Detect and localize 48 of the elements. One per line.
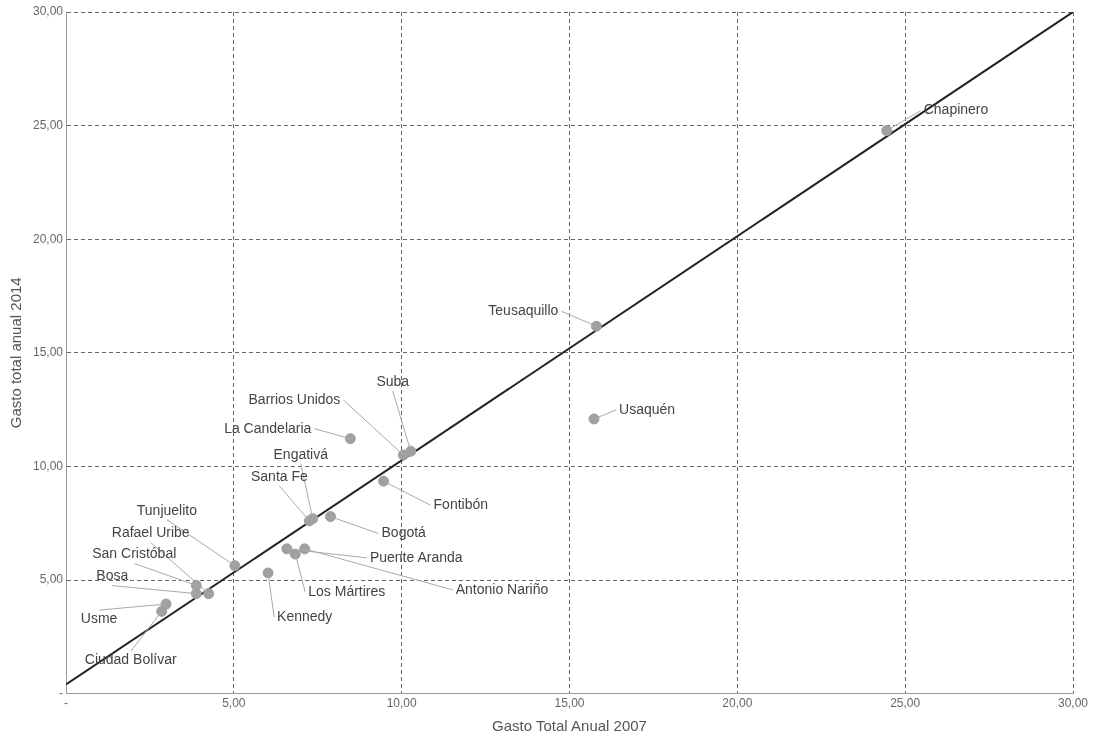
y-tick-label: 20,00: [33, 231, 64, 246]
annotation: Barrios Unidos: [248, 390, 341, 407]
annotation: Suba: [376, 373, 410, 390]
x-tick-label: 10,00: [386, 696, 418, 711]
point: [203, 588, 215, 600]
annotation: Tunjuelito: [136, 501, 198, 518]
point: [378, 475, 390, 487]
point: [325, 511, 337, 523]
annotation: Engativá: [273, 445, 329, 462]
point: [190, 588, 202, 600]
annotation: Fontibón: [433, 496, 489, 513]
x-tick-label: 20,00: [722, 696, 753, 711]
point: [303, 515, 315, 527]
point: [229, 560, 241, 572]
point: [588, 413, 600, 425]
annotation: Usaquén: [619, 400, 676, 417]
x-tick-label: 15,00: [554, 696, 585, 711]
annotation: Teusaquillo: [488, 302, 559, 319]
x-tick-label: 25,00: [890, 696, 921, 711]
point: [405, 445, 417, 457]
point: [281, 543, 293, 555]
annotation: Bosa: [96, 567, 129, 584]
annotation: Santa Fe: [250, 467, 308, 484]
annotation: Usme: [80, 609, 118, 626]
x-tick-label: 30,00: [1057, 696, 1089, 711]
y-tick-label: 10,00: [33, 458, 64, 473]
y-tick-label: 15,00: [33, 345, 64, 360]
annotation: Antonio Nariño: [455, 580, 549, 597]
annotation: Bogotá: [381, 524, 427, 541]
x-axis-title: Gasto Total Anual 2007: [492, 717, 647, 735]
y-tick-label: 5,00: [39, 572, 64, 587]
y-tick-label: 30,00: [33, 4, 64, 19]
point: [590, 320, 602, 332]
annotation: Rafael Uribe: [111, 524, 190, 541]
point: [262, 567, 274, 579]
y-axis-title: Gasto total anual 2014: [7, 277, 25, 429]
point: [156, 605, 168, 617]
point: [881, 125, 893, 137]
annotation: La Candelaria: [224, 419, 312, 436]
annotation: Kennedy: [277, 607, 333, 624]
annotation: Chapinero: [923, 101, 989, 118]
annotation: San Cristóbal: [92, 545, 177, 562]
annotation: Los Mártires: [308, 582, 386, 599]
x-tick-label: 5,00: [222, 696, 246, 711]
y-tick-label: 25,00: [33, 117, 64, 132]
annotation: Puente Aranda: [369, 548, 463, 565]
point: [344, 433, 356, 445]
y-tick-label: -: [59, 685, 64, 700]
